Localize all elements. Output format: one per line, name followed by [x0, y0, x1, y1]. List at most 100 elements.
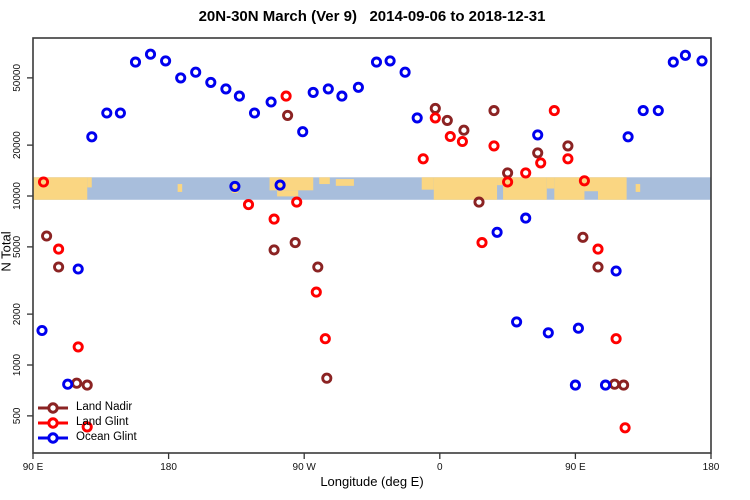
data-point-ocean-glint [411, 112, 423, 124]
x-tick-label: 90 E [565, 462, 586, 473]
x-tick-label: 180 [703, 462, 720, 473]
data-point-ocean-glint [129, 56, 142, 68]
x-axis-label: Longitude (deg E) [320, 474, 424, 489]
map-band-land [554, 177, 585, 200]
data-point-ocean-glint [572, 322, 584, 334]
data-point-ocean-glint [248, 107, 261, 119]
x-tick-label: 90 W [293, 462, 317, 473]
data-point-land-nadir [268, 244, 280, 256]
data-point-land-glint [319, 333, 331, 345]
y-tick-label: 5000 [12, 235, 23, 258]
y-tick-label: 2000 [12, 303, 23, 326]
data-point-land-glint [291, 196, 303, 208]
data-point-land-nadir [618, 379, 630, 391]
data-point-land-nadir [53, 261, 65, 273]
data-point-ocean-glint [637, 105, 649, 117]
data-point-ocean-glint [511, 316, 523, 328]
data-point-ocean-glint [86, 131, 98, 143]
map-band-land [433, 177, 498, 200]
data-point-ocean-glint [220, 83, 232, 95]
data-point-land-nadir [609, 378, 621, 390]
data-point-ocean-glint [532, 129, 544, 141]
data-point-ocean-glint [599, 379, 612, 391]
legend-label: Land Glint [76, 416, 129, 428]
land-glint-marker-icon [38, 416, 68, 429]
data-point-land-nadir [532, 147, 544, 159]
data-point-ocean-glint [352, 81, 364, 93]
data-point-ocean-glint [542, 327, 554, 339]
data-point-land-glint [535, 157, 547, 169]
data-point-land-nadir [81, 379, 93, 391]
data-point-ocean-glint [384, 55, 396, 67]
legend-item-land-nadir: Land Nadir [36, 400, 137, 415]
data-point-land-nadir [282, 109, 294, 121]
legend: Land Nadir Land Glint Ocean Glint [36, 400, 137, 445]
legend-item-land-glint: Land Glint [36, 415, 137, 430]
data-point-land-glint [310, 286, 322, 298]
data-point-land-nadir [562, 140, 574, 152]
data-point-land-nadir [441, 114, 453, 126]
data-point-ocean-glint [160, 55, 172, 67]
data-point-land-glint [72, 341, 84, 353]
data-point-ocean-glint [62, 378, 74, 390]
data-point-land-nadir [429, 102, 441, 114]
data-point-ocean-glint [491, 226, 503, 238]
map-band-land [177, 184, 183, 192]
map-band-land [598, 177, 627, 200]
data-point-ocean-glint [233, 90, 245, 102]
data-point-ocean-glint [72, 263, 84, 275]
data-point-land-glint [444, 130, 456, 143]
data-point-land-nadir [321, 372, 333, 384]
data-point-ocean-glint [307, 86, 319, 98]
data-point-ocean-glint [370, 56, 383, 68]
map-band-land [546, 177, 555, 189]
y-tick-label: 20000 [12, 131, 23, 159]
data-point-ocean-glint [610, 265, 622, 277]
x-tick-label: 180 [160, 462, 177, 473]
data-point-ocean-glint [297, 126, 309, 138]
data-point-land-glint [610, 333, 622, 345]
legend-label: Ocean Glint [76, 431, 137, 443]
y-tick-label: 1000 [12, 353, 23, 376]
data-point-ocean-glint [336, 90, 348, 102]
data-point-land-nadir [577, 231, 589, 243]
data-point-ocean-glint [667, 56, 679, 68]
land-nadir-marker-icon [38, 401, 68, 414]
data-point-land-nadir [458, 124, 470, 136]
data-point-ocean-glint [696, 55, 708, 67]
y-tick-label: 50000 [12, 64, 23, 92]
data-point-land-glint [476, 237, 488, 249]
data-point-land-glint [268, 213, 280, 225]
data-point-ocean-glint [322, 83, 334, 95]
data-point-land-glint [562, 153, 574, 165]
y-axis-label: N Total [0, 231, 14, 272]
data-point-ocean-glint [679, 49, 691, 61]
x-tick-label: 0 [437, 462, 443, 473]
map-band-land [277, 190, 299, 197]
map-band-land [231, 184, 238, 194]
y-tick-label: 10000 [12, 182, 23, 210]
map-band-land [335, 179, 354, 186]
map-band-land [497, 177, 504, 186]
data-point-ocean-glint [622, 131, 634, 143]
data-point-land-glint [520, 167, 532, 179]
data-point-land-nadir [592, 261, 604, 273]
map-band-land [87, 177, 92, 188]
data-point-land-glint [578, 175, 590, 187]
data-point-land-glint [429, 112, 441, 124]
data-point-ocean-glint [205, 76, 217, 88]
map-band-land [635, 184, 641, 192]
data-point-ocean-glint [399, 66, 411, 78]
data-point-ocean-glint [274, 179, 286, 191]
data-point-land-glint [417, 153, 429, 165]
data-point-land-glint [242, 199, 255, 211]
data-point-land-nadir [289, 237, 301, 249]
y-tick-label: 500 [12, 407, 23, 424]
legend-item-ocean-glint: Ocean Glint [36, 430, 137, 445]
data-point-ocean-glint [175, 72, 187, 84]
data-point-ocean-glint [144, 48, 157, 60]
data-point-land-glint [592, 243, 604, 255]
data-point-ocean-glint [36, 324, 48, 337]
